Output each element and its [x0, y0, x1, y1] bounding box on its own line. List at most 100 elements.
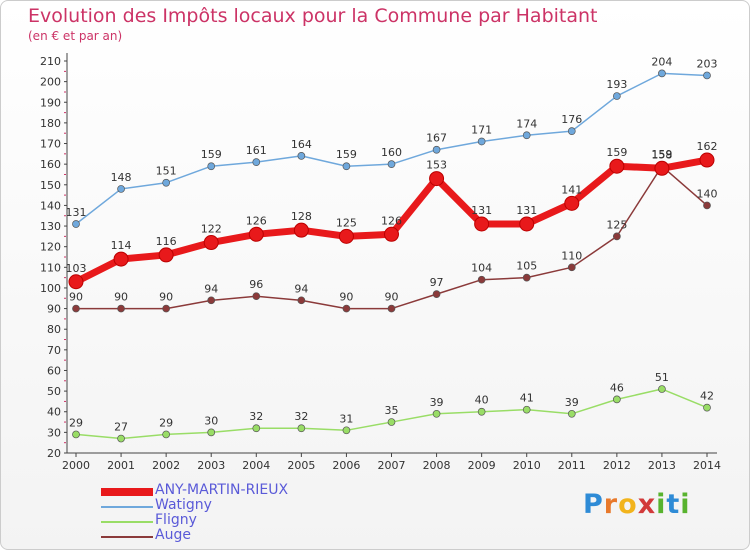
data-label: 32	[294, 410, 308, 423]
data-point	[432, 290, 441, 298]
data-label: 160	[381, 146, 402, 159]
data-label: 140	[697, 187, 718, 200]
data-label: 171	[471, 123, 492, 136]
data-point	[613, 395, 621, 404]
data-point	[699, 152, 715, 168]
data-point	[703, 71, 711, 80]
data-label: 122	[201, 223, 222, 236]
x-tick-label: 2006	[332, 459, 360, 472]
data-point	[658, 69, 666, 78]
data-point	[387, 304, 396, 313]
data-label: 29	[159, 416, 173, 429]
data-point	[203, 235, 219, 251]
data-label: 116	[156, 235, 177, 248]
data-label: 46	[610, 381, 624, 394]
data-point	[248, 226, 264, 242]
data-point	[252, 292, 261, 301]
data-point	[477, 407, 486, 416]
y-tick-label: 80	[47, 323, 61, 336]
data-point	[162, 430, 170, 439]
data-point	[522, 273, 531, 282]
data-label: 159	[201, 148, 222, 161]
data-point	[567, 127, 576, 135]
data-label: 153	[426, 159, 447, 172]
y-tick-label: 200	[40, 76, 61, 89]
legend-swatch	[101, 521, 153, 523]
data-point	[293, 222, 309, 238]
y-tick-label: 170	[40, 138, 61, 151]
data-point	[207, 162, 216, 171]
y-tick-label: 190	[40, 96, 61, 109]
legend-swatch	[101, 506, 153, 508]
data-point	[432, 145, 441, 154]
data-label: 96	[249, 278, 263, 291]
data-label: 148	[111, 171, 132, 184]
data-point	[522, 131, 531, 140]
data-label: 125	[606, 218, 627, 231]
data-label: 29	[69, 416, 83, 429]
y-tick-label: 100	[40, 282, 61, 295]
y-tick-label: 20	[47, 447, 61, 460]
data-label: 131	[516, 204, 537, 217]
data-label: 174	[516, 117, 537, 130]
x-tick-label: 2011	[558, 459, 586, 472]
proxiti-logo: Proxiti	[583, 489, 691, 520]
data-label: 159	[606, 146, 627, 159]
data-label: 158	[651, 148, 672, 161]
logo-letter: i	[680, 489, 691, 520]
data-label: 125	[336, 216, 357, 229]
data-point	[567, 263, 576, 272]
y-tick-label: 60	[47, 364, 61, 377]
x-tick-label: 2005	[287, 459, 315, 472]
data-label: 90	[69, 291, 83, 304]
x-tick-label: 2010	[513, 459, 541, 472]
data-label: 105	[516, 260, 537, 273]
data-label: 40	[475, 394, 489, 407]
data-label: 90	[114, 291, 128, 304]
data-label: 90	[159, 291, 173, 304]
data-point	[252, 158, 261, 166]
data-point	[477, 137, 486, 146]
data-point	[297, 424, 306, 433]
data-point	[387, 160, 396, 169]
data-point	[158, 247, 174, 263]
data-point	[519, 216, 535, 232]
data-point	[72, 430, 80, 439]
data-point	[297, 152, 306, 160]
data-label: 41	[520, 392, 534, 405]
data-label: 114	[111, 239, 132, 252]
data-point	[72, 304, 80, 313]
y-tick-label: 40	[47, 406, 61, 419]
x-tick-label: 2007	[378, 459, 406, 472]
data-point	[474, 216, 490, 232]
data-point	[207, 296, 216, 305]
data-point	[567, 409, 576, 418]
data-label: 94	[294, 282, 308, 295]
data-label: 204	[651, 55, 672, 68]
data-label: 164	[291, 138, 312, 151]
data-point	[703, 403, 711, 412]
data-point	[252, 424, 261, 433]
logo-letter: x	[637, 489, 657, 520]
x-tick-label: 2008	[423, 459, 451, 472]
data-point	[72, 220, 80, 228]
x-tick-label: 2002	[152, 459, 180, 472]
data-label: 131	[471, 204, 492, 217]
y-tick-label: 150	[40, 179, 61, 192]
logo-letter: r	[603, 489, 619, 520]
data-label: 176	[561, 113, 582, 126]
data-label: 141	[561, 183, 582, 196]
data-label: 110	[561, 249, 582, 262]
data-label: 151	[156, 165, 177, 178]
data-label: 126	[246, 214, 267, 227]
x-tick-label: 2013	[648, 459, 676, 472]
y-tick-label: 70	[47, 344, 61, 357]
data-point	[342, 304, 351, 313]
data-label: 31	[339, 412, 353, 425]
legend-label: Watigny	[155, 497, 212, 513]
y-tick-label: 130	[40, 220, 61, 233]
data-point	[387, 418, 396, 426]
data-point	[117, 434, 125, 443]
